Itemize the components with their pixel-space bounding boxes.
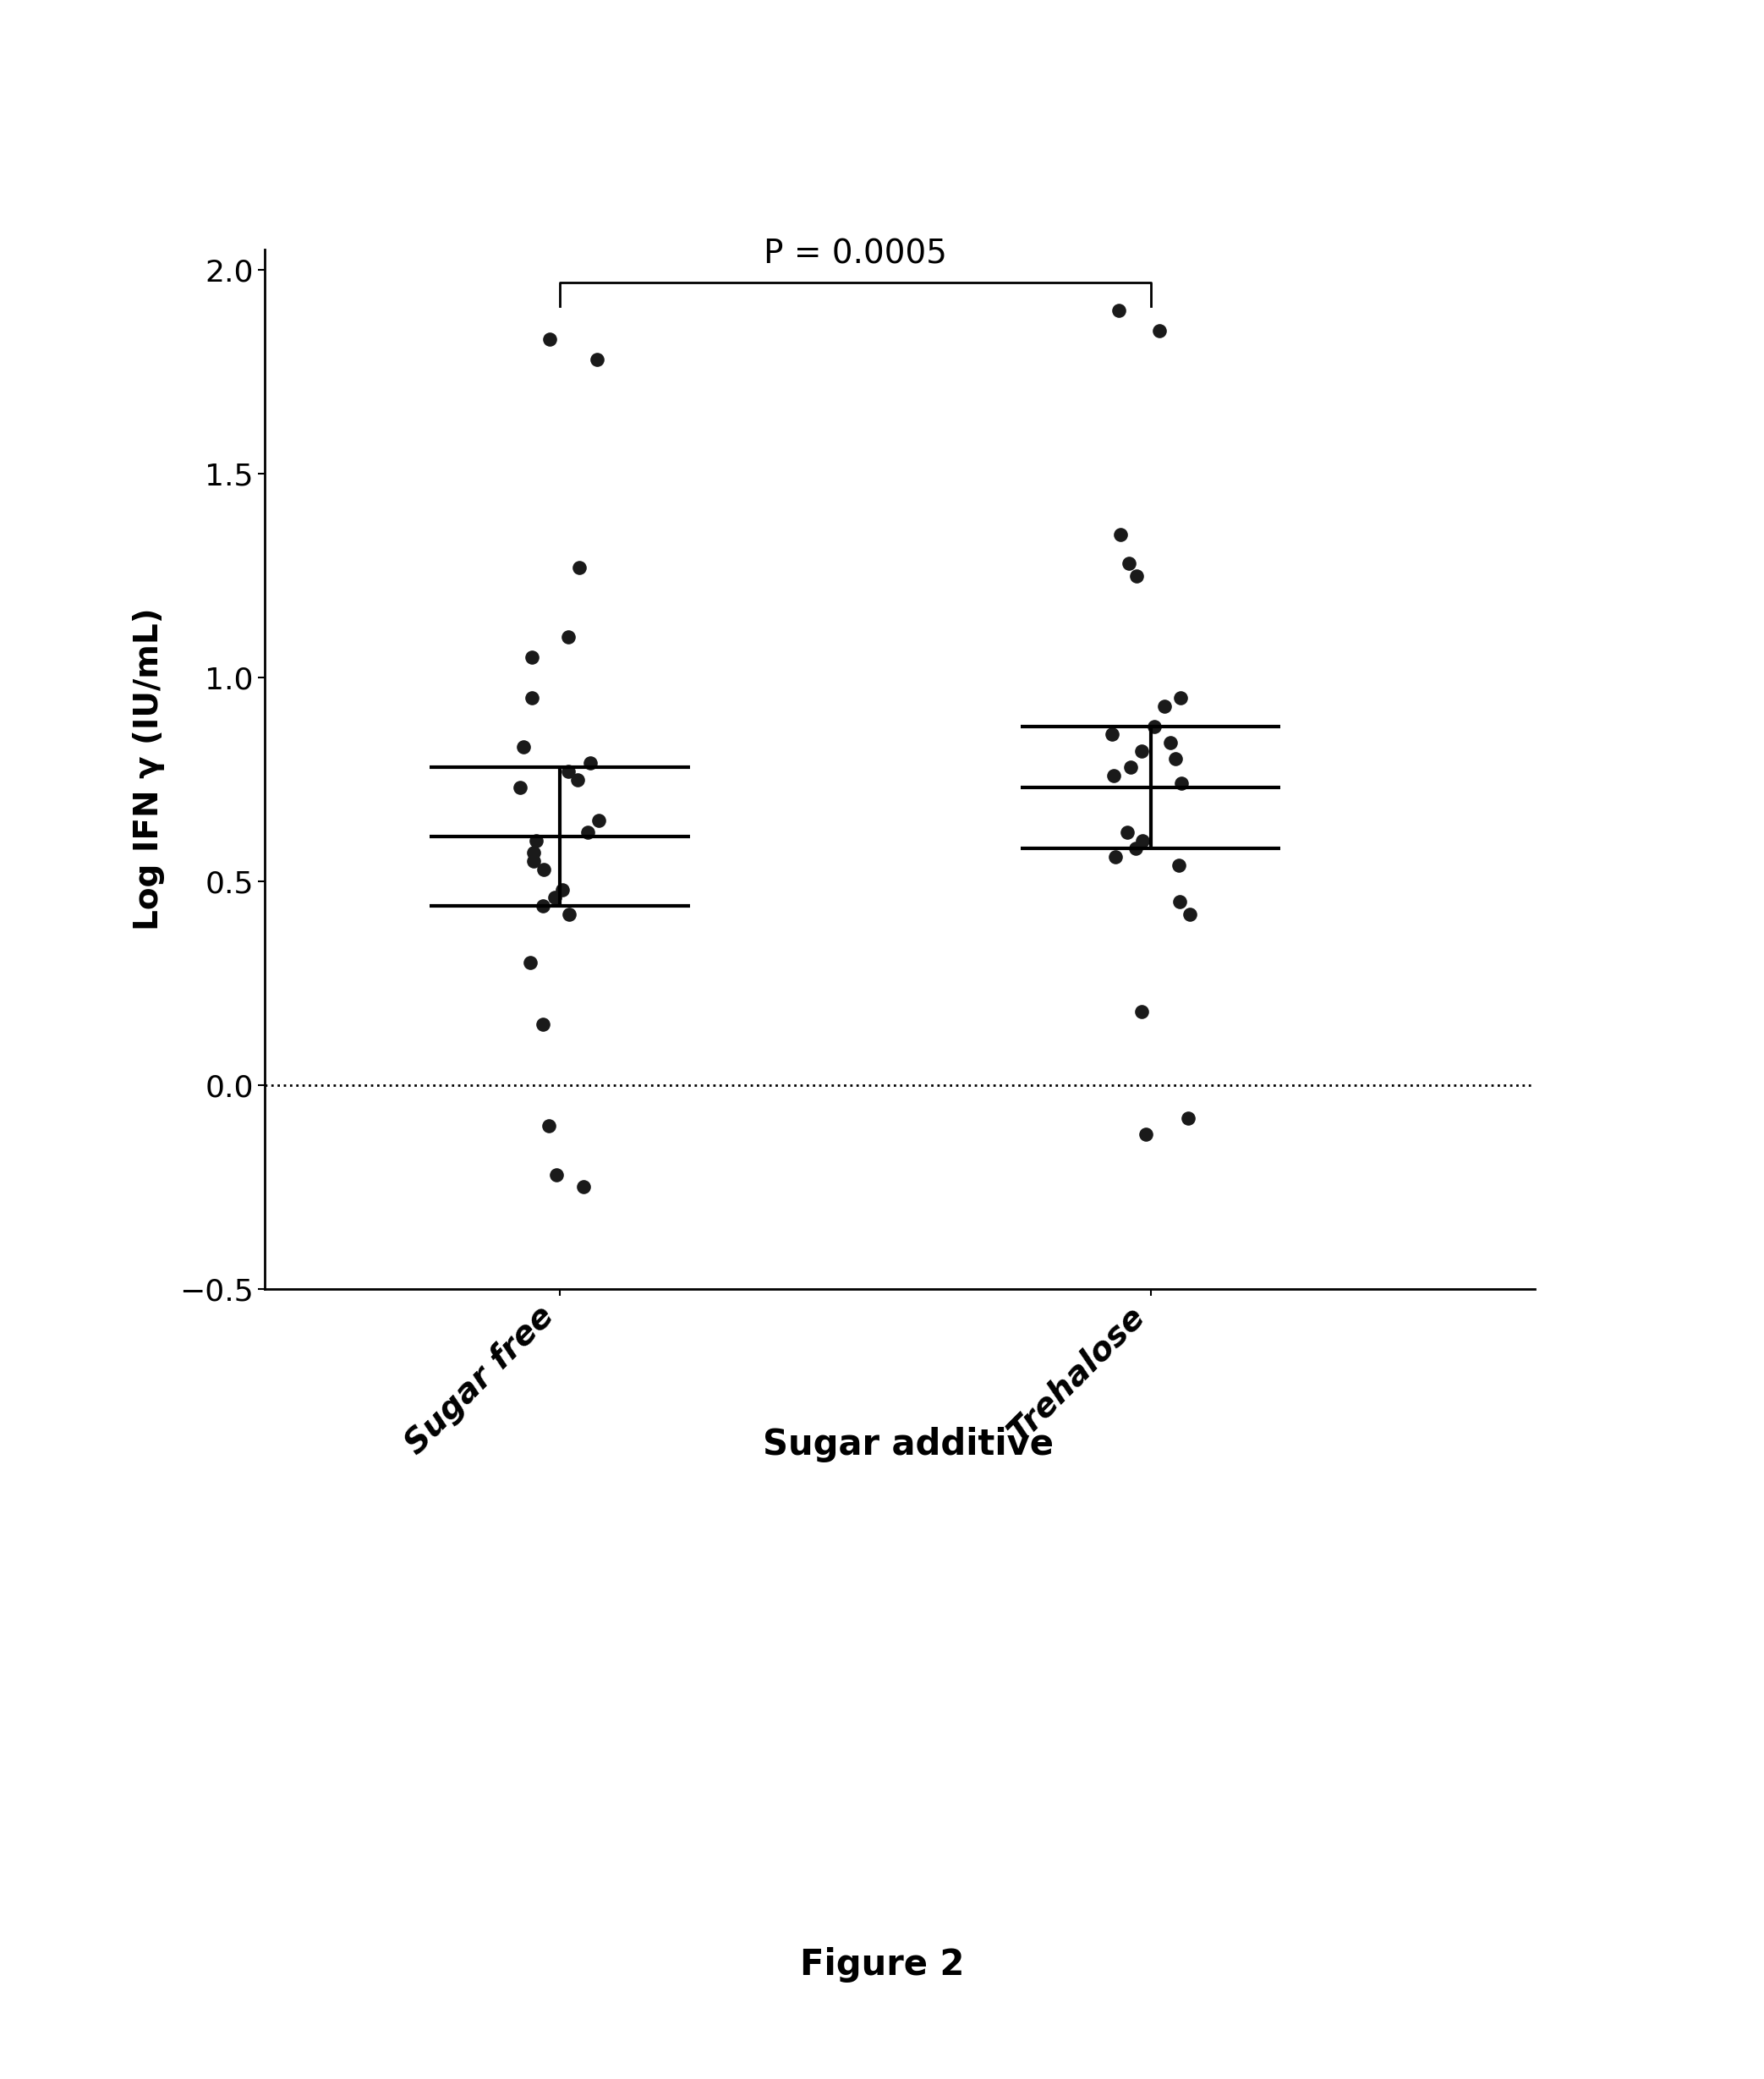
Text: Sugar additive: Sugar additive [764,1426,1053,1464]
Point [1115,547,1143,580]
Point [577,746,605,780]
Point [564,551,593,584]
Point [573,815,602,848]
Point [517,682,545,715]
Point [1127,996,1155,1029]
Point [1175,898,1203,931]
Point [517,640,545,674]
Point [1113,815,1141,848]
Point [584,805,612,838]
Point [549,873,577,906]
Point [584,343,612,376]
Point [520,844,549,877]
Point [554,755,582,788]
Point [529,890,557,923]
Point [520,1281,549,1314]
Text: Figure 2: Figure 2 [799,1946,965,1983]
Point [520,836,549,869]
Point [1175,1102,1203,1135]
Point [570,1170,598,1204]
Point [1104,293,1132,326]
Point [529,852,557,886]
Point [1117,751,1145,784]
Point [1127,734,1155,767]
Point [510,730,538,763]
Point [529,1008,557,1042]
Point [1097,717,1125,751]
Y-axis label: Log IFN γ (IU/mL): Log IFN γ (IU/mL) [132,607,166,931]
Point [1145,314,1173,347]
Point [1122,832,1150,865]
Text: P = 0.0005: P = 0.0005 [764,237,947,270]
Point [1168,767,1196,800]
Point [540,881,568,915]
Point [522,823,550,857]
Point [1150,690,1178,723]
Point [1166,886,1194,919]
Point [1129,823,1157,857]
Point [542,1158,570,1191]
Point [1106,518,1134,551]
Point [1122,559,1150,593]
Point [506,771,534,805]
Point [1166,682,1194,715]
Point [517,946,545,979]
Point [1164,848,1192,881]
Point [1132,1116,1161,1150]
Point [534,1110,563,1143]
Point [1161,742,1189,775]
Point [1140,709,1168,742]
Point [554,620,582,653]
Point [1155,726,1184,759]
Point [1101,840,1129,873]
Point [1101,759,1129,792]
Point [563,763,591,796]
Point [536,322,564,356]
Point [556,898,584,931]
